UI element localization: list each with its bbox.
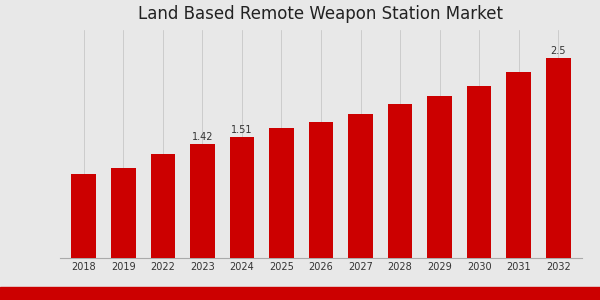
- Bar: [190, 144, 215, 258]
- Bar: [546, 58, 571, 258]
- Bar: [230, 137, 254, 258]
- Bar: [111, 168, 136, 258]
- Bar: [71, 174, 96, 258]
- Bar: [309, 122, 333, 258]
- Text: 1.51: 1.51: [231, 125, 253, 135]
- Bar: [467, 86, 491, 258]
- Bar: [269, 128, 294, 258]
- Bar: [348, 114, 373, 258]
- Bar: [388, 104, 412, 258]
- Bar: [506, 72, 531, 258]
- Title: Land Based Remote Weapon Station Market: Land Based Remote Weapon Station Market: [139, 5, 503, 23]
- Bar: [427, 96, 452, 258]
- Text: 2.5: 2.5: [551, 46, 566, 56]
- Text: 1.42: 1.42: [191, 132, 213, 142]
- Bar: [151, 154, 175, 258]
